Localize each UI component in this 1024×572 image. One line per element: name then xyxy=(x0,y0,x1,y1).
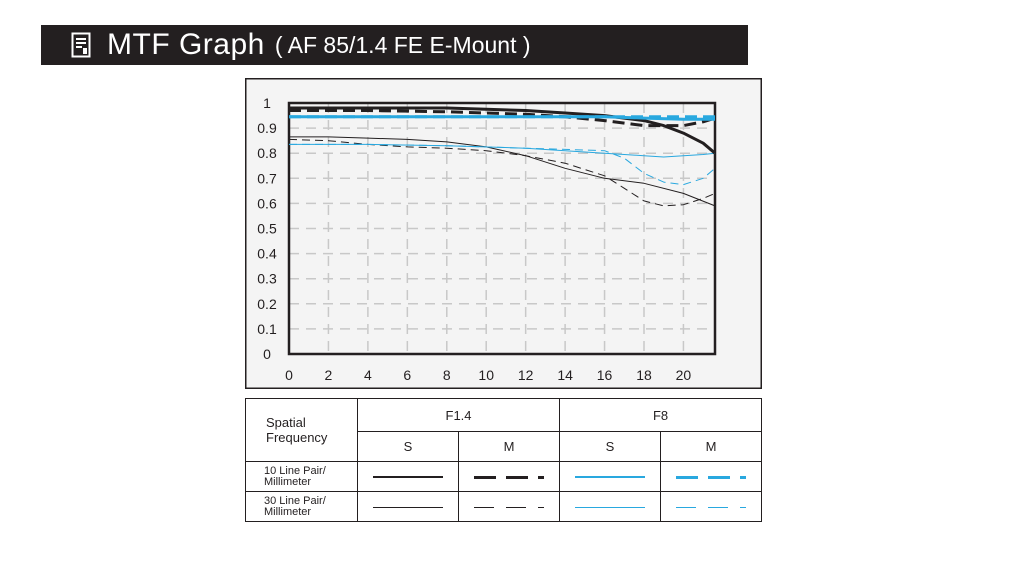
legend-cell xyxy=(660,461,763,492)
y-tick-label: 0.5 xyxy=(257,221,277,237)
y-tick-label: 1 xyxy=(263,95,271,111)
legend-cell xyxy=(357,461,459,492)
legend-row-10lp: 10 Line Pair/ Millimeter xyxy=(245,461,358,492)
legend-cell xyxy=(559,491,662,522)
x-tick-label: 18 xyxy=(636,367,652,383)
x-tick-label: 0 xyxy=(285,367,293,383)
plot-frame xyxy=(287,101,717,356)
y-tick-label: 0.6 xyxy=(257,195,277,211)
page-subtitle: ( AF 85/1.4 FE E-Mount ) xyxy=(274,31,531,58)
legend-row-30lp: 30 Line Pair/ Millimeter xyxy=(245,491,358,522)
y-tick-label: 0.2 xyxy=(257,296,277,312)
legend-sample-f8-m-10 xyxy=(676,476,747,480)
series-line xyxy=(289,136,716,207)
x-tick-label: 14 xyxy=(557,367,573,383)
y-tick-label: 0.9 xyxy=(257,120,277,136)
x-tick-label: 16 xyxy=(597,367,613,383)
series-line xyxy=(289,109,716,128)
legend-cell xyxy=(457,461,561,492)
legend-cell xyxy=(559,461,662,492)
page-title: MTF Graph xyxy=(107,28,265,61)
legend-sub-m: M xyxy=(457,431,561,462)
legend-cell xyxy=(357,491,459,522)
document-icon xyxy=(71,32,91,58)
legend-table: Spatial Frequency F1.4 F8 S M S M 10 Lin… xyxy=(245,398,763,522)
x-tick-label: 2 xyxy=(325,367,333,383)
legend-sample-f8-m-30 xyxy=(676,507,747,509)
series-line xyxy=(289,143,716,186)
mtf-chart: 0 0.1 0.2 0.3 0.4 0.5 0.6 0.7 0.8 0.9 1 0 2 4 6 8 10 12 1… xyxy=(245,78,762,389)
x-tick-label: 10 xyxy=(478,367,494,383)
x-tick-label: 6 xyxy=(403,367,411,383)
y-tick-label: 0 xyxy=(263,346,271,362)
x-tick-label: 8 xyxy=(443,367,451,383)
y-tick-label: 0.3 xyxy=(257,271,277,287)
legend-group-f14: F1.4 xyxy=(356,398,561,432)
legend-sample-f14-m-10 xyxy=(474,476,544,480)
legend-header-label: Spatial Frequency xyxy=(245,398,358,462)
y-tick-label: 0.7 xyxy=(257,170,277,186)
legend-sample-f14-m-30 xyxy=(474,507,544,509)
legend-cell xyxy=(457,491,561,522)
legend-cell xyxy=(660,491,763,522)
legend-sample-f8-s-30 xyxy=(575,507,646,509)
series-line xyxy=(288,138,716,207)
y-tick-label: 0.8 xyxy=(257,145,277,161)
x-tick-label: 20 xyxy=(676,367,692,383)
legend-sample-f14-s-30 xyxy=(373,507,443,509)
legend-sub-s: S xyxy=(357,431,459,462)
x-tick-label: 12 xyxy=(518,367,534,383)
legend-group-f8: F8 xyxy=(559,398,763,432)
x-tick-label: 4 xyxy=(364,367,372,383)
legend-sub-s: S xyxy=(559,431,662,462)
legend-sample-f8-s-10 xyxy=(575,475,646,480)
y-tick-label: 0.1 xyxy=(257,321,277,337)
legend-sample-f14-s-10 xyxy=(373,475,443,480)
legend-sub-m: M xyxy=(660,431,763,462)
y-tick-label: 0.4 xyxy=(257,246,277,262)
title-bar: MTF Graph ( AF 85/1.4 FE E-Mount ) xyxy=(41,25,748,65)
